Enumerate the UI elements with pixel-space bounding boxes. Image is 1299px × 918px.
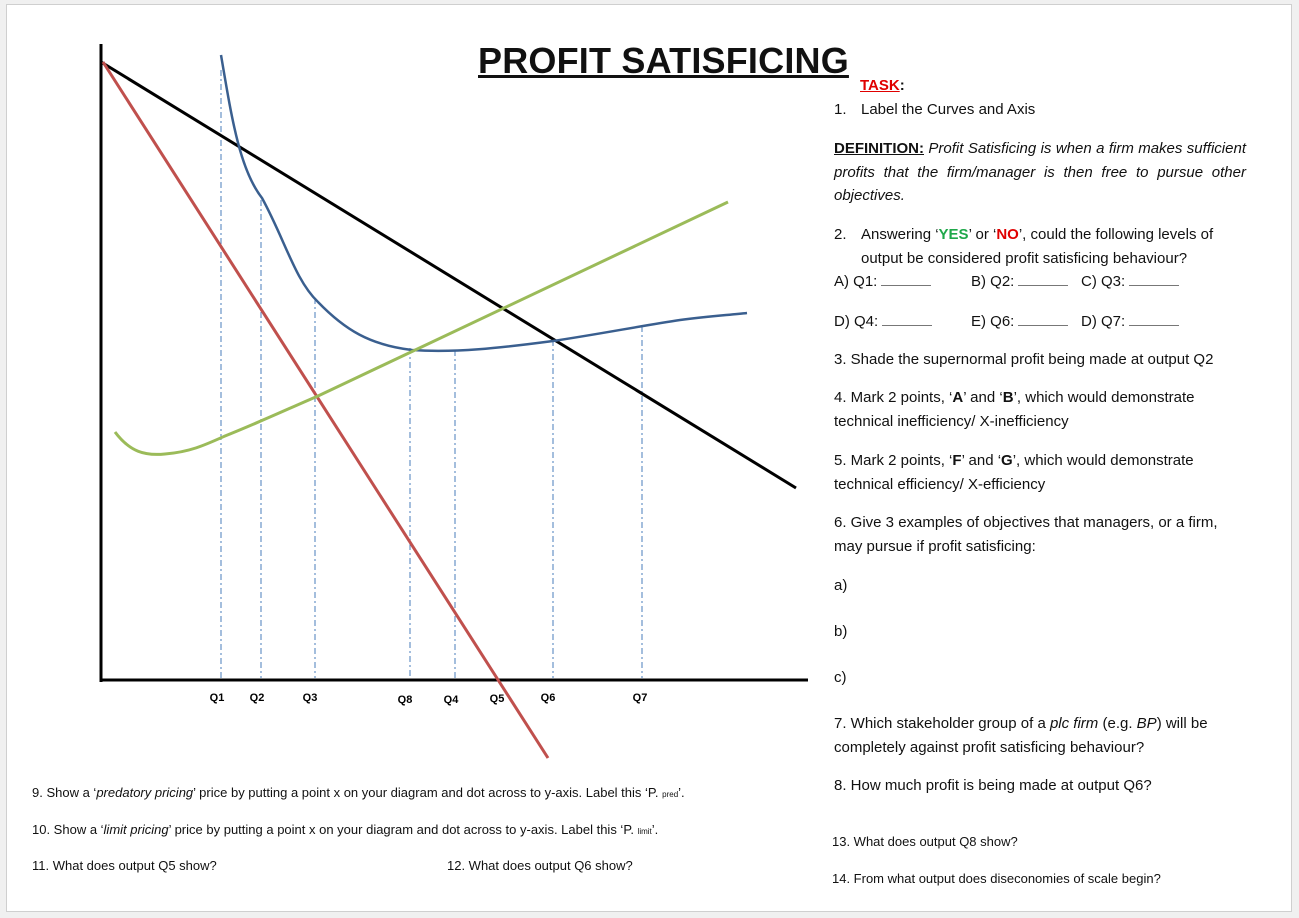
definition-label: DEFINITION:	[834, 140, 924, 157]
answer-blank	[1129, 313, 1180, 326]
question-11: 11. What does output Q5 show?	[32, 858, 217, 873]
question-10: 10. Show a ‘limit pricing’ price by putt…	[32, 822, 658, 837]
point-label: F	[952, 452, 962, 469]
no-label: NO	[996, 226, 1019, 243]
q-label: Q7	[633, 692, 648, 704]
text-run: pred	[662, 790, 679, 799]
question-7: 7. Which stakeholder group of a plc firm…	[834, 712, 1234, 759]
answer-a: a)	[834, 577, 848, 594]
item-number: 1.	[834, 101, 847, 118]
answer-c: c)	[834, 669, 847, 686]
option-label: D) Q4:	[834, 313, 879, 330]
q-label: Q3	[303, 692, 318, 704]
answer-blank	[881, 273, 932, 286]
answer-blank	[1018, 273, 1069, 286]
option-label: A) Q1:	[834, 273, 878, 290]
question-2: 2. Answering ‘YES’ or ‘NO’, could the fol…	[834, 223, 1246, 270]
text-run: 9. Show a ‘	[32, 785, 97, 800]
question-14: 14. From what output does diseconomies o…	[832, 871, 1161, 886]
question-6: 6. Give 3 examples of objectives that ma…	[834, 514, 1218, 555]
demand-curve	[100, 60, 797, 490]
option-label: C) Q3:	[1081, 273, 1126, 290]
question-9: 9. Show a ‘predatory pricing’ price by p…	[32, 785, 685, 800]
q-label: Q4	[444, 694, 460, 706]
q-label: Q6	[541, 692, 556, 704]
text-run: ’, which would demonstrate technical eff…	[834, 452, 1194, 493]
text-run: plc firm	[1049, 715, 1099, 732]
question-12: 12. What does output Q6 show?	[447, 858, 633, 873]
text-run: ’.	[678, 785, 685, 800]
point-label: A	[952, 389, 964, 406]
task-item: 1. Label the Curves and Axis	[834, 98, 1035, 122]
text-run: ’ or ‘	[968, 226, 997, 243]
option: E) Q6:	[971, 310, 1081, 334]
task-heading: TASK:	[860, 74, 905, 98]
mr-curve	[101, 61, 550, 759]
question-3: 3. Shade the supernormal profit being ma…	[834, 351, 1214, 368]
answer-blank	[1018, 313, 1069, 326]
option: B) Q2:	[971, 270, 1081, 294]
answer-blank	[1129, 273, 1180, 286]
definition: DEFINITION: Profit Satisficing is when a…	[834, 137, 1246, 208]
q-label: Q8	[398, 694, 413, 706]
worksheet	[6, 4, 1292, 912]
ac-curve	[219, 54, 748, 353]
q-label: Q5	[490, 693, 505, 705]
q-labels: Q1 Q2 Q3 Q8 Q4 Q5 Q6 Q7	[210, 692, 648, 706]
q-label: Q1	[210, 692, 225, 704]
text-run: ’ and ‘	[963, 389, 1003, 406]
text-run: predatory pricing	[96, 785, 194, 800]
option-label: B) Q2:	[971, 273, 1015, 290]
definition-text: Profit Satisficing is when a firm makes …	[834, 140, 1246, 204]
question-13: 13. What does output Q8 show?	[832, 834, 1018, 849]
option: C) Q3:	[1081, 270, 1191, 294]
option: D) Q4:	[834, 310, 971, 334]
text-run: ’, which would demonstrate technical ine…	[834, 389, 1195, 430]
text-run: ) will be completely against profit sati…	[834, 715, 1208, 756]
question-4: 4. Mark 2 points, ‘A’ and ‘B’, which wou…	[834, 386, 1234, 433]
text-run: ’ price by putting a point x on your dia…	[168, 822, 638, 837]
option: A) Q1:	[834, 270, 971, 294]
text-run: ’ and ‘	[961, 452, 1002, 469]
option: D) Q7:	[1081, 310, 1191, 334]
text-run: 4. Mark 2 points, ‘	[834, 389, 953, 406]
options-row: D) Q4: E) Q6: D) Q7:	[834, 310, 1194, 334]
text-run: 10. Show a ‘	[32, 822, 104, 837]
text-run: Answering ‘	[861, 226, 939, 243]
task-label: TASK	[860, 77, 900, 94]
mc-curve	[113, 200, 729, 456]
text-run: 5. Mark 2 points, ‘	[834, 452, 953, 469]
text-run: limit	[637, 827, 652, 836]
text-run: ’, could the following levels of output …	[861, 226, 1214, 267]
item-text: Label the Curves and Axis	[861, 101, 1036, 118]
yes-label: YES	[938, 226, 969, 243]
answer-blank	[882, 313, 933, 326]
question-number: 2.	[834, 226, 847, 243]
text-run: BP	[1136, 715, 1157, 732]
question-8: 8. How much profit is being made at outp…	[834, 777, 1152, 794]
point-label: B	[1002, 389, 1014, 406]
answer-b: b)	[834, 623, 848, 640]
option-label: E) Q6:	[971, 313, 1015, 330]
text-run: ’ price by putting a point x on your dia…	[193, 785, 663, 800]
point-label: G	[1001, 452, 1013, 469]
options-row: A) Q1: B) Q2: C) Q3:	[834, 270, 1194, 294]
text-run: 7. Which stakeholder group of a	[834, 715, 1050, 732]
question-text: Answering ‘YES’ or ‘NO’, could the follo…	[861, 223, 1231, 270]
text-run: (e.g.	[1098, 715, 1137, 732]
text-run: limit pricing	[103, 822, 169, 837]
dashed-guides	[220, 70, 643, 678]
option-label: D) Q7:	[1081, 313, 1126, 330]
q-label: Q2	[250, 692, 265, 704]
question-5: 5. Mark 2 points, ‘F’ and ‘G’, which wou…	[834, 449, 1234, 496]
task-colon: :	[899, 77, 905, 94]
title: PROFIT SATISFICING	[478, 40, 849, 81]
text-run: ’.	[651, 822, 659, 837]
